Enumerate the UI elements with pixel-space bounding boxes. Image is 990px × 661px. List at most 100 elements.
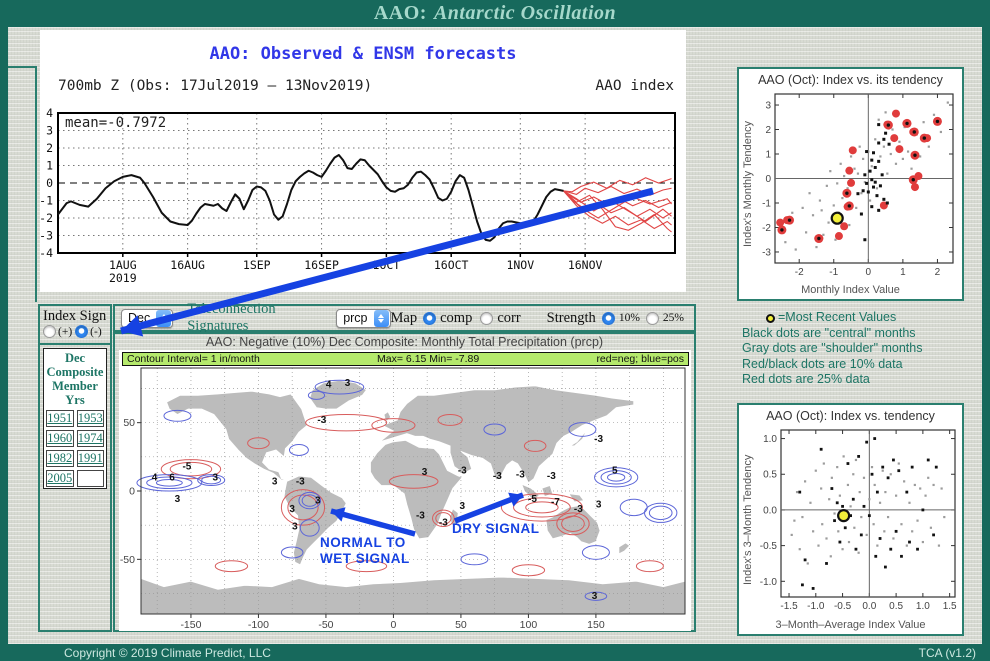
signature-select-value: prcp xyxy=(343,311,368,325)
y-tick-label: 0 xyxy=(765,174,771,185)
signal-label: DRY SIGNAL xyxy=(452,521,540,536)
index-sign-label: Index Sign xyxy=(43,308,107,324)
black-dot xyxy=(934,465,938,469)
gray-dot xyxy=(901,157,904,161)
year-link-1960[interactable]: 1960 xyxy=(47,431,73,445)
black-dot xyxy=(882,137,886,141)
x-tick-label: 1.5 xyxy=(943,601,957,612)
gray-dot xyxy=(946,101,949,104)
black-dot xyxy=(884,565,887,569)
contour-blue xyxy=(314,379,365,395)
strength-10-radio[interactable] xyxy=(601,311,615,325)
map-panel: AAO: Negative (10%) Dec Composite: Month… xyxy=(113,332,696,632)
gray-dot xyxy=(829,555,832,558)
gray-dot xyxy=(841,196,844,200)
year-link-1951[interactable]: 1951 xyxy=(47,411,73,425)
gray-dot xyxy=(805,231,808,234)
map-x-tick: -150 xyxy=(180,619,201,631)
y-tick-label: 0 xyxy=(46,176,53,190)
black-dot xyxy=(926,458,930,462)
gray-dot xyxy=(825,537,828,540)
map-contour-interval: Contour Interval= 1 in/month xyxy=(127,353,260,365)
contour-blue xyxy=(298,491,322,510)
signal-label: NORMAL TO xyxy=(320,535,406,550)
landmass xyxy=(568,430,587,447)
gray-dot xyxy=(898,140,901,143)
map-plot-area: Contour Interval= 1 in/month Max= 6.15 M… xyxy=(119,350,691,631)
index-sign-positive-radio[interactable] xyxy=(43,325,56,338)
legend-line: Red dots are 25% data xyxy=(742,372,870,386)
contour-red xyxy=(214,560,249,573)
black-dot xyxy=(819,447,823,451)
index-sign-negative-radio[interactable] xyxy=(75,325,89,338)
y-tick-label: 0.5 xyxy=(763,470,777,481)
map-title: AAO: Negative (10%) Dec Composite: Month… xyxy=(205,335,604,349)
contour-label: 6 xyxy=(169,472,175,483)
x-tick-label: 16AUG xyxy=(170,258,205,272)
contour-blue xyxy=(136,474,203,492)
member-years-header-2: Composite xyxy=(46,365,104,379)
gray-dot xyxy=(853,167,856,170)
month-select[interactable]: Dec xyxy=(121,308,174,328)
gray-dot xyxy=(860,515,863,519)
landmass xyxy=(568,493,585,503)
contour-red xyxy=(345,560,388,573)
strength-10-label: 10% xyxy=(618,312,640,324)
black-dot xyxy=(830,487,834,490)
black-dot xyxy=(873,180,877,184)
black-dot xyxy=(865,181,869,185)
black-dot xyxy=(863,173,867,177)
gray-dot xyxy=(827,221,830,224)
mean-label: mean=-0.7972 xyxy=(65,115,166,131)
map-corr-radio[interactable] xyxy=(480,311,494,325)
landmass xyxy=(309,379,367,410)
member-years-header-1: Dec xyxy=(64,351,86,365)
recent-value-icon xyxy=(766,314,775,323)
gray-dot xyxy=(919,487,922,490)
year-cell-empty xyxy=(76,470,104,487)
contour-blue xyxy=(280,546,304,559)
contour-label: -3 xyxy=(516,470,525,481)
year-cell: 1951 xyxy=(46,410,74,427)
map-corr-label: corr xyxy=(497,309,521,326)
gray-dot xyxy=(924,494,927,497)
gray-dot xyxy=(910,167,913,170)
black-dot xyxy=(875,490,879,494)
y-tick-label: 2 xyxy=(765,125,771,136)
gray-dot xyxy=(886,172,889,175)
year-link-1953[interactable]: 1953 xyxy=(77,411,103,425)
gray-dot xyxy=(830,476,833,479)
red-25pct-dot xyxy=(847,178,856,187)
gray-dot xyxy=(932,113,936,116)
year-link-2005[interactable]: 2005 xyxy=(47,471,73,485)
y-tick-label: 1.0 xyxy=(763,434,777,445)
gray-dot xyxy=(927,476,930,479)
gray-dot xyxy=(877,118,880,121)
year-link-1974[interactable]: 1974 xyxy=(77,431,103,445)
strength-25-radio[interactable] xyxy=(645,311,659,325)
contour-label: -5 xyxy=(528,494,537,505)
red-25pct-dot xyxy=(848,146,857,155)
black-dot xyxy=(866,190,870,194)
map-comp-radio[interactable] xyxy=(423,311,437,325)
gray-dot xyxy=(884,490,887,494)
black-dot xyxy=(801,583,804,587)
red-25pct-dot xyxy=(834,232,843,241)
signature-select[interactable]: prcp xyxy=(336,308,391,328)
gray-dot xyxy=(870,165,873,168)
gray-dot xyxy=(820,487,823,490)
year-link-1982[interactable]: 1982 xyxy=(47,451,73,465)
black-dot xyxy=(878,537,882,540)
gray-dot xyxy=(784,241,787,244)
threemonth-scatter-panel: AAO (Oct): Index vs. tendency Index's 3–… xyxy=(737,403,964,636)
x-tick-label: 16SEP xyxy=(304,258,339,272)
gray-dot xyxy=(865,533,868,537)
gray-dot xyxy=(870,466,874,469)
x-tick-label: -0.5 xyxy=(834,601,852,612)
year-link-1991[interactable]: 1991 xyxy=(77,451,103,465)
contour-red xyxy=(635,560,664,573)
x-tick-label: -1.5 xyxy=(780,601,798,612)
black-dot xyxy=(846,462,850,465)
black-dot xyxy=(835,501,839,505)
contour-red xyxy=(525,501,559,514)
